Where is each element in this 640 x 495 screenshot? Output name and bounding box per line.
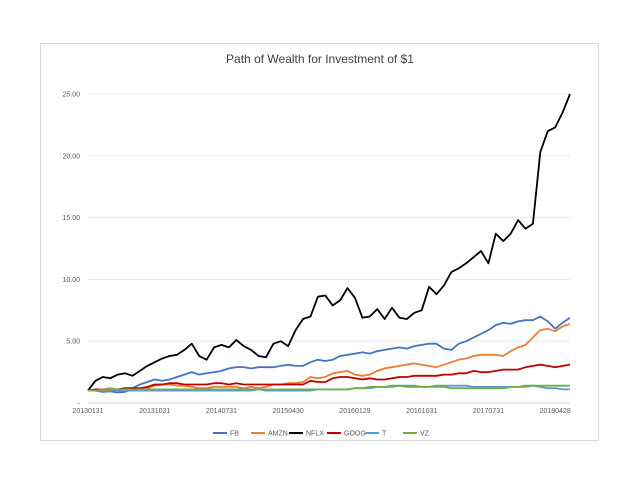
legend-label: T: [382, 431, 387, 438]
series-line-nflx: [87, 93, 571, 392]
legend-label: FB: [230, 431, 239, 438]
legend-label: NFLX: [306, 431, 324, 438]
y-tick-label: 10.00: [62, 277, 80, 284]
x-tick-label: 20130131: [72, 408, 103, 415]
y-tick-label: -: [78, 401, 81, 408]
series-line-amzn: [88, 323, 571, 392]
x-tick-label: 20160129: [339, 408, 370, 415]
y-axis-ticks: - 5.00 10.00 15.00 20.00 25.00: [62, 92, 80, 408]
legend-label: GOOG: [344, 431, 366, 438]
y-tick-label: 5.00: [66, 339, 80, 346]
gridlines: [88, 93, 570, 404]
legend: FB AMZN NFLX GOOG T VZ: [213, 431, 430, 438]
x-tick-label: 20150430: [273, 408, 304, 415]
x-tick-label: 20180428: [540, 408, 571, 415]
y-tick-label: 25.00: [62, 92, 80, 99]
x-tick-label: 20161031: [406, 408, 437, 415]
y-tick-label: 20.00: [62, 153, 80, 160]
x-tick-label: 20170731: [473, 408, 504, 415]
legend-label: AMZN: [268, 431, 288, 438]
series-line-goog: [87, 363, 571, 392]
series-line-fb: [88, 315, 571, 394]
series-lines: [87, 93, 571, 394]
legend-label: VZ: [420, 431, 430, 438]
chart-title: Path of Wealth for Investment of $1: [226, 52, 414, 66]
x-axis-ticks: 20130131 20131031 20140731 20150430 20160129…: [72, 408, 570, 415]
x-tick-label: 20131031: [139, 408, 170, 415]
x-tick-label: 20140731: [206, 408, 237, 415]
series-line-vz: [88, 384, 570, 392]
y-tick-label: 15.00: [62, 215, 80, 222]
